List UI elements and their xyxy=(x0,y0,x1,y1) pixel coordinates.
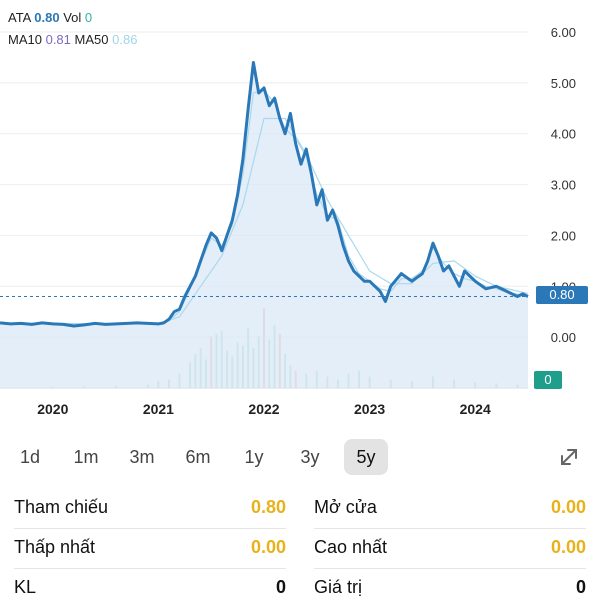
divider xyxy=(314,528,586,529)
x-tick-label: 2020 xyxy=(37,401,68,417)
y-tick-label: 3.00 xyxy=(551,178,576,193)
stat-open: Mở cửa 0.00 xyxy=(314,492,586,522)
price-area xyxy=(0,62,528,388)
stat-high: Cao nhất 0.00 xyxy=(314,532,586,562)
period-1m[interactable]: 1m xyxy=(73,446,99,467)
stat-value: 0 xyxy=(275,576,286,597)
divider xyxy=(314,568,586,569)
y-tick-label: 6.00 xyxy=(551,25,576,40)
stat-value: 0.00 xyxy=(250,536,286,557)
vol-label: Vol xyxy=(63,10,82,25)
x-tick-label: 2021 xyxy=(143,401,174,417)
x-tick-label: 2022 xyxy=(248,401,279,417)
stat-value: 0 xyxy=(575,576,586,597)
expand-diagonal-icon[interactable] xyxy=(556,444,582,470)
stat-label: Cao nhất xyxy=(314,536,388,557)
stat-value: 0.80 xyxy=(250,496,286,517)
stat-value: 0.00 xyxy=(550,496,586,517)
stat-label: KL xyxy=(14,576,37,597)
stat-label: Mở cửa xyxy=(314,496,377,517)
symbol-label: ATA xyxy=(8,10,31,25)
price-chart[interactable]: 6.005.004.003.002.001.000.00 20202021202… xyxy=(0,0,600,430)
divider xyxy=(14,528,286,529)
price-value: 0.80 xyxy=(34,10,60,25)
current-price-badge: 0.80 xyxy=(536,286,588,304)
period-6m[interactable]: 6m xyxy=(185,446,211,467)
stat-label: Tham chiếu xyxy=(14,496,109,517)
x-tick-label: 2023 xyxy=(354,401,385,417)
stat-value: 0.00 xyxy=(550,536,586,557)
y-tick-label: 5.00 xyxy=(551,76,576,91)
period-3y[interactable]: 3y xyxy=(300,446,320,467)
stat-value-traded: Giá trị 0 xyxy=(314,572,586,602)
stat-volume: KL 0 xyxy=(14,572,286,602)
period-3m[interactable]: 3m xyxy=(129,446,155,467)
period-5y[interactable]: 5y xyxy=(344,439,388,475)
legend-line-2: MA10 0.81 MA50 0.86 xyxy=(8,32,137,48)
divider xyxy=(14,568,286,569)
legend-line-1: ATA 0.80 Vol 0 xyxy=(8,10,92,26)
y-tick-label: 4.00 xyxy=(551,127,576,142)
stat-label: Giá trị xyxy=(314,576,363,597)
ma10-value: 0.81 xyxy=(45,32,71,47)
ma10-label: MA10 xyxy=(8,32,42,47)
x-tick-label: 2024 xyxy=(460,401,491,417)
period-selector: 1d 1m 3m 6m 1y 3y 5y xyxy=(8,436,592,478)
stat-label: Thấp nhất xyxy=(14,536,96,557)
price-line xyxy=(0,61,529,328)
vol-value: 0 xyxy=(84,10,93,25)
ma50-value: 0.86 xyxy=(112,32,138,47)
period-1d[interactable]: 1d xyxy=(19,446,41,467)
y-tick-label: 0.00 xyxy=(551,330,576,345)
volume-badge: 0 xyxy=(534,371,562,389)
stat-reference: Tham chiếu 0.80 xyxy=(14,492,286,522)
ma50-label: MA50 xyxy=(74,32,109,47)
period-1y[interactable]: 1y xyxy=(244,446,264,467)
stat-low: Thấp nhất 0.00 xyxy=(14,532,286,562)
y-tick-label: 2.00 xyxy=(551,228,576,243)
